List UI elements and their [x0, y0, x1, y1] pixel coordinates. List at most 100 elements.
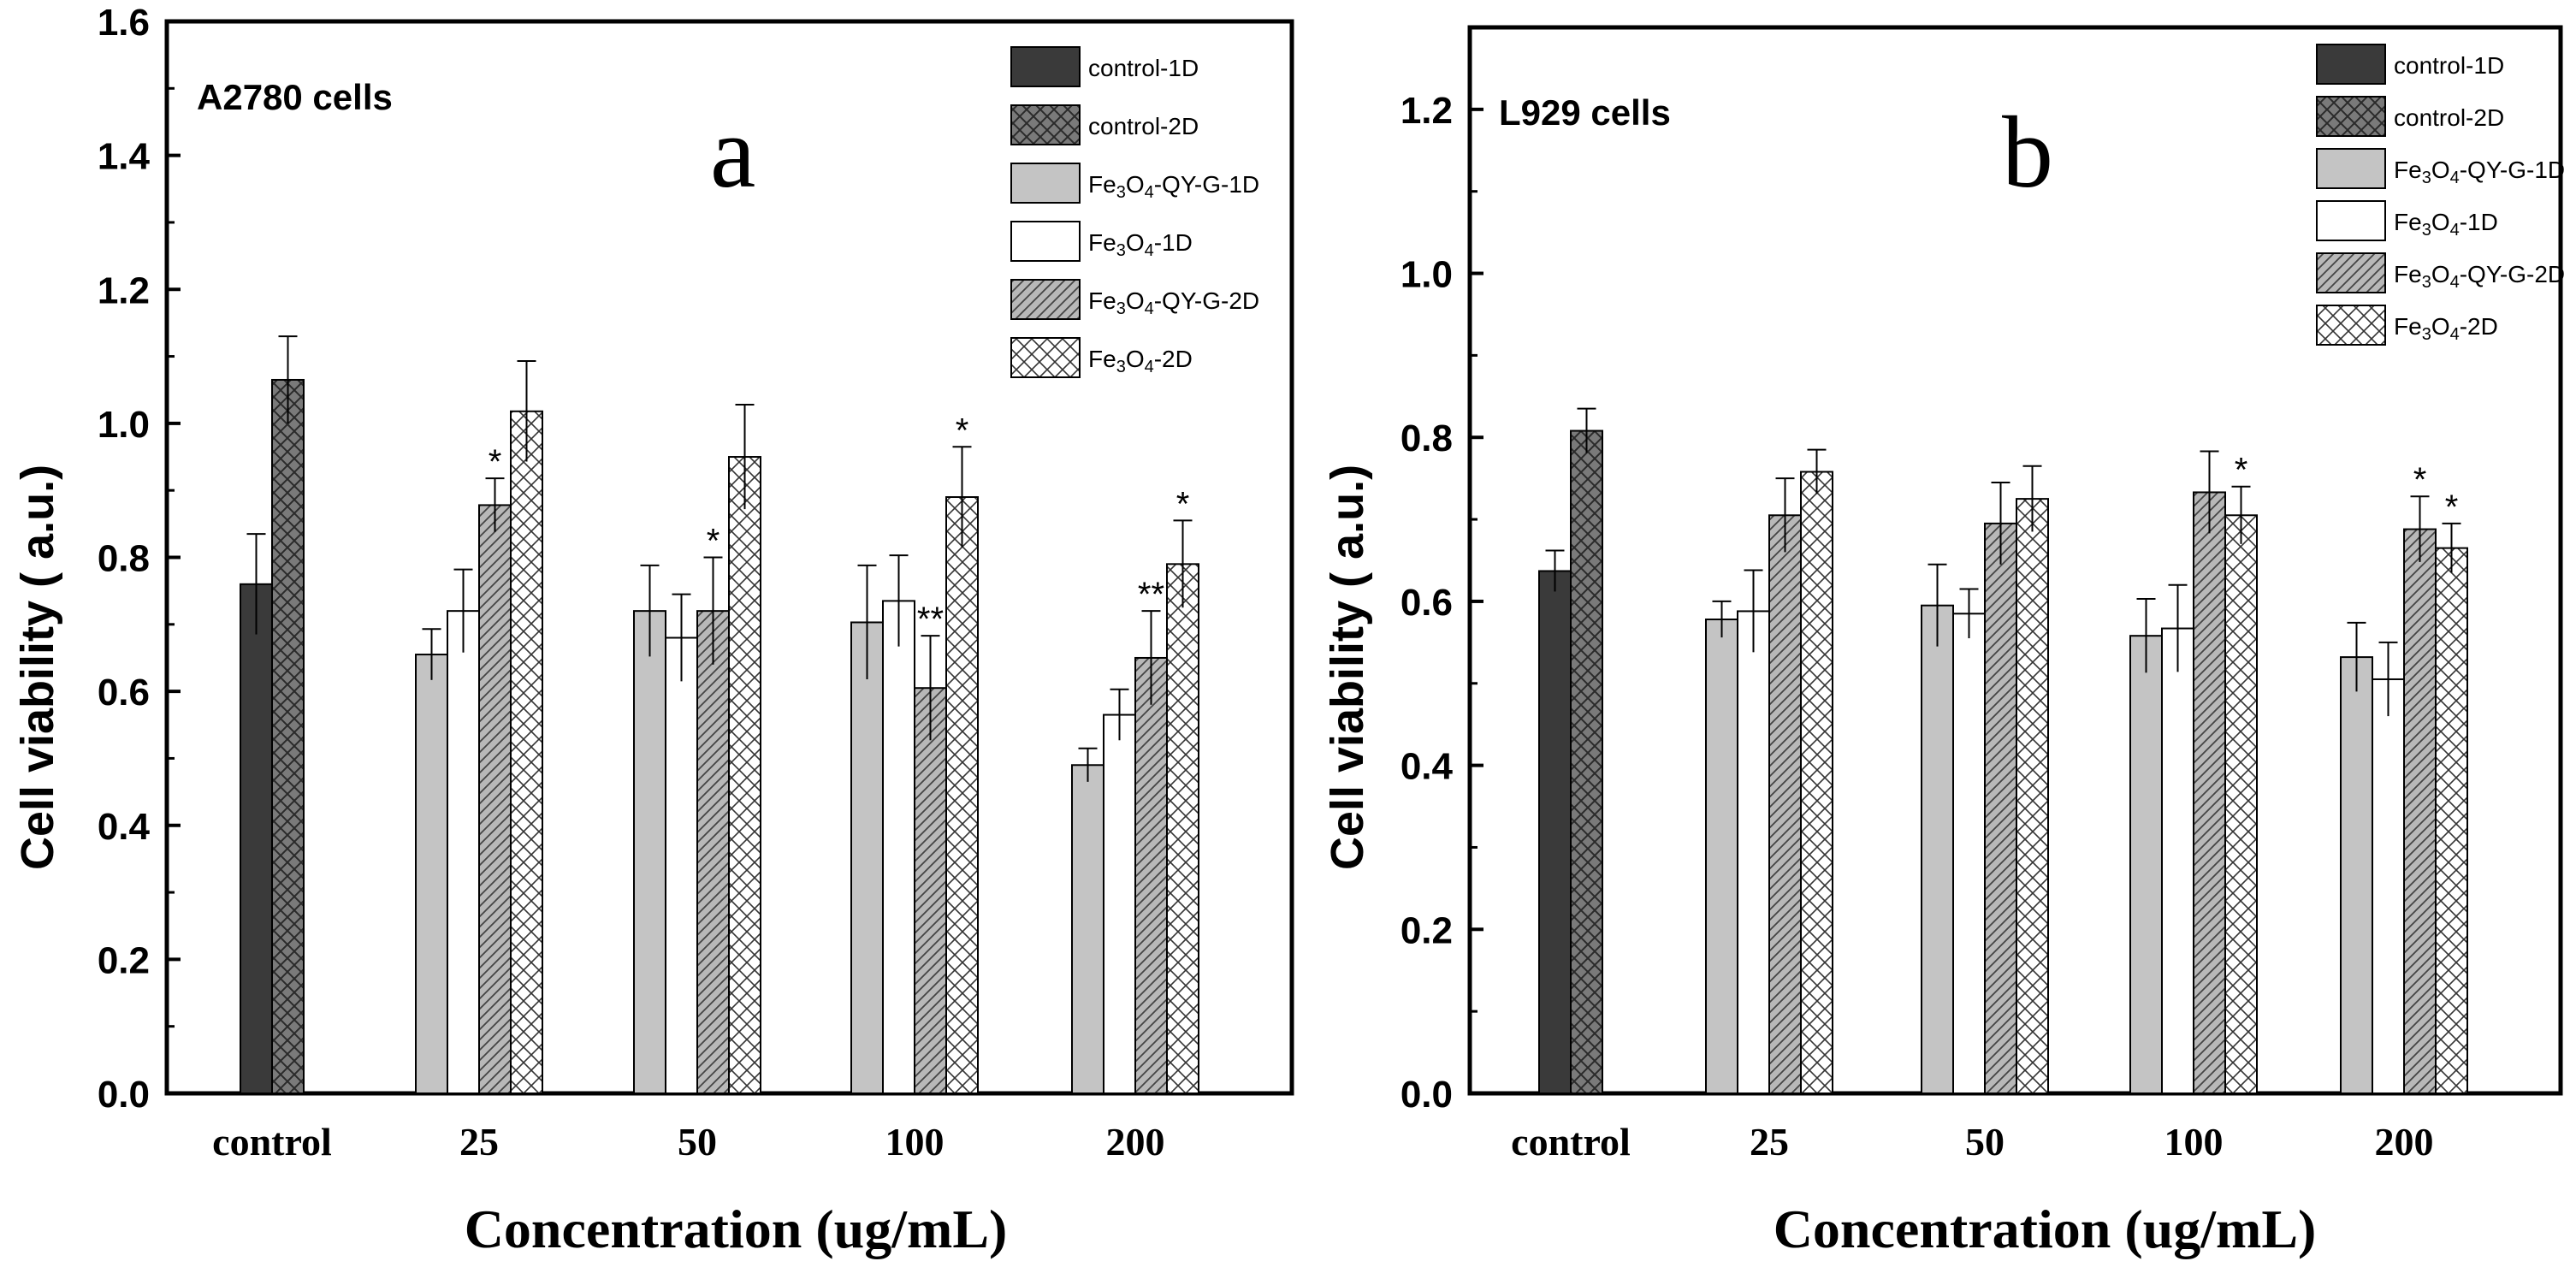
legend-label-part: Fe	[1088, 229, 1116, 256]
panel-a-errorbar-fe3o4-1d-100	[889, 554, 909, 647]
panel-a-legend-item: Fe3O4-QY-G-1D	[1010, 163, 1259, 204]
legend-label-part: 3	[1116, 299, 1126, 318]
legend-label-fe3o4-2d: Fe3O4-2D	[2394, 313, 2498, 344]
legend-label-part: Fe	[2394, 209, 2422, 235]
legend-label-part: O	[2431, 209, 2450, 235]
panel-b-ytick-label: 0.8	[1401, 417, 1453, 459]
panel-b-errorbar-fe3o4-qyg-2d-200	[2410, 495, 2430, 562]
panel-a-bar-fe3o4-qyg-2d-25	[478, 504, 512, 1094]
legend-label-part: O	[1126, 346, 1145, 372]
panel-a-ytick-label: 1.2	[98, 269, 150, 311]
panel-b-significance-marker: *	[2235, 452, 2248, 489]
panel-a-bar-control-1d-control	[240, 583, 273, 1094]
panel-b-bar-fe3o4-qyg-2d-200	[2403, 528, 2437, 1094]
panel-b-errorbar-fe3o4-2d-50	[2022, 465, 2042, 532]
panel-b-chart: 0.0 0.2 0.4 0.6 0.8 1.0 1.2 control 25 50 100 200 * *…	[1401, 25, 2565, 1164]
panel-a-errorbar-fe3o4-qyg-2d-200	[1141, 610, 1161, 705]
panel-a-ytick-label: 0.6	[98, 672, 150, 714]
panel-b-errorbar-fe3o4-2d-200	[2442, 522, 2461, 573]
legend-label-fe3o4-qyg-2d: Fe3O4-QY-G-2D	[2394, 261, 2565, 292]
panel-a-panel-letter: a	[710, 95, 755, 209]
panel-a-xtick-label: 25	[459, 1120, 499, 1164]
panel-a-legend-item: control-2D	[1010, 104, 1199, 145]
panel-b-ytick-label: 0.2	[1401, 909, 1453, 951]
legend-label-part: O	[1126, 229, 1145, 256]
panel-b-errorbar-fe3o4-1d-100	[2168, 583, 2188, 672]
legend-label-part: -2D	[1154, 346, 1193, 372]
legend-label-part: Fe	[1088, 346, 1116, 372]
panel-a-errorbar-fe3o4-2d-50	[735, 403, 755, 510]
panel-a-significance-marker: *	[707, 523, 720, 560]
panel-b-ytick-label: 0.4	[1401, 746, 1454, 788]
legend-label-part: 4	[1145, 358, 1154, 376]
legend-swatch-fe3o4-qyg-1d	[2316, 148, 2386, 189]
panel-b-bar-fe3o4-qyg-1d-200	[2340, 656, 2373, 1094]
legend-label-part: 4	[2450, 325, 2460, 344]
panel-a-legend-item: Fe3O4-QY-G-2D	[1010, 279, 1259, 320]
legend-label-part: 4	[2450, 221, 2460, 240]
legend-label-part: Fe	[2394, 261, 2422, 287]
panel-b-bar-fe3o4-2d-100	[2224, 514, 2258, 1094]
panel-a-xtick-label: 50	[678, 1120, 717, 1164]
legend-label-part: -QY-G-1D	[1154, 171, 1259, 198]
panel-b-errorbar-fe3o4-qyg-1d-25	[1712, 600, 1732, 638]
legend-swatch-fe3o4-qyg-2d	[1010, 279, 1081, 320]
panel-a-errorbar-fe3o4-2d-100	[952, 446, 972, 548]
panel-b-bar-fe3o4-2d-50	[2016, 498, 2049, 1094]
panel-b-legend-item: Fe3O4-QY-G-2D	[2316, 252, 2565, 293]
panel-b-errorbar-fe3o4-qyg-1d-200	[2347, 621, 2366, 692]
panel-b-ytick-label: 0.0	[1401, 1074, 1453, 1116]
panel-a-title: A2780 cells	[197, 77, 393, 117]
panel-a-errorbar-fe3o4-qyg-2d-100	[921, 635, 940, 741]
panel-b-xaxis-label: Concentration (ug/mL)	[1774, 1199, 2317, 1259]
panel-a-yaxis-label: Cell viability ( a.u.)	[12, 465, 63, 870]
panel-a-legend-item: Fe3O4-2D	[1010, 337, 1193, 378]
legend-label-control-1d: control-1D	[2394, 52, 2504, 79]
legend-label-fe3o4-qyg-2d: Fe3O4-QY-G-2D	[1088, 287, 1259, 318]
legend-label-control-2d: control-2D	[1088, 113, 1199, 139]
panel-a-ytick-label: 0.2	[98, 939, 150, 981]
panel-b-bar-fe3o4-2d-200	[2435, 547, 2468, 1094]
panel-b-bar-fe3o4-1d-50	[1952, 613, 1986, 1094]
legend-swatch-fe3o4-1d	[2316, 200, 2386, 241]
panel-a-bar-control-2d-control	[271, 378, 305, 1094]
legend-label-part: O	[1126, 171, 1145, 198]
legend-label-part: 3	[1116, 358, 1126, 376]
legend-label-fe3o4-1d: Fe3O4-1D	[2394, 209, 2498, 240]
legend-label-part: -QY-G-2D	[2460, 261, 2565, 287]
panel-a-bar-fe3o4-2d-200	[1166, 563, 1199, 1094]
panel-a-errorbar-fe3o4-2d-25	[517, 360, 536, 462]
panel-a-errorbar-fe3o4-1d-50	[672, 593, 691, 682]
legend-swatch-fe3o4-1d	[1010, 221, 1081, 262]
panel-a-errorbar-fe3o4-qyg-2d-50	[703, 556, 723, 665]
panel-a-bar-fe3o4-2d-25	[510, 410, 543, 1094]
panel-b-errorbar-fe3o4-2d-100	[2231, 485, 2251, 544]
legend-label-part: -QY-G-2D	[1154, 287, 1259, 314]
panel-a-errorbar-fe3o4-1d-25	[453, 568, 473, 653]
panel-b-xtick-label: control	[1511, 1120, 1631, 1164]
legend-label-part: control-	[1088, 113, 1168, 139]
panel-a-bar-fe3o4-1d-100	[882, 600, 915, 1094]
legend-label-part: O	[2431, 261, 2450, 287]
legend-swatch-fe3o4-2d	[1010, 337, 1081, 378]
panel-b-xtick-label: 200	[2375, 1120, 2434, 1164]
legend-label-control-1d: control-1D	[1088, 55, 1199, 81]
legend-label-part: Fe	[1088, 171, 1116, 198]
legend-label-part: control-	[2394, 52, 2473, 79]
panel-b-significance-marker: *	[2445, 489, 2459, 526]
legend-label-part: 4	[2450, 169, 2460, 187]
legend-swatch-fe3o4-qyg-2d	[2316, 252, 2386, 293]
panel-b-bar-control-1d-control	[1538, 570, 1572, 1094]
panel-a-significance-marker: *	[956, 412, 969, 449]
panel-b-title: L929 cells	[1499, 92, 1671, 133]
panel-b-xaxis-label-group: Concentration (ug/mL)	[1774, 1199, 2317, 1259]
legend-label-part: 1D	[1168, 55, 1199, 81]
panel-b-errorbar-fe3o4-qyg-2d-25	[1775, 477, 1795, 553]
panel-a-bar-fe3o4-2d-100	[945, 496, 979, 1094]
panel-b-errorbar-control-2d-control	[1577, 407, 1596, 453]
panel-b-significance-marker: *	[2413, 461, 2427, 499]
panel-a-errorbar-fe3o4-qyg-1d-100	[857, 564, 877, 680]
legend-swatch-control-2d	[1010, 104, 1081, 145]
panel-a-xtick-label: 200	[1106, 1120, 1165, 1164]
